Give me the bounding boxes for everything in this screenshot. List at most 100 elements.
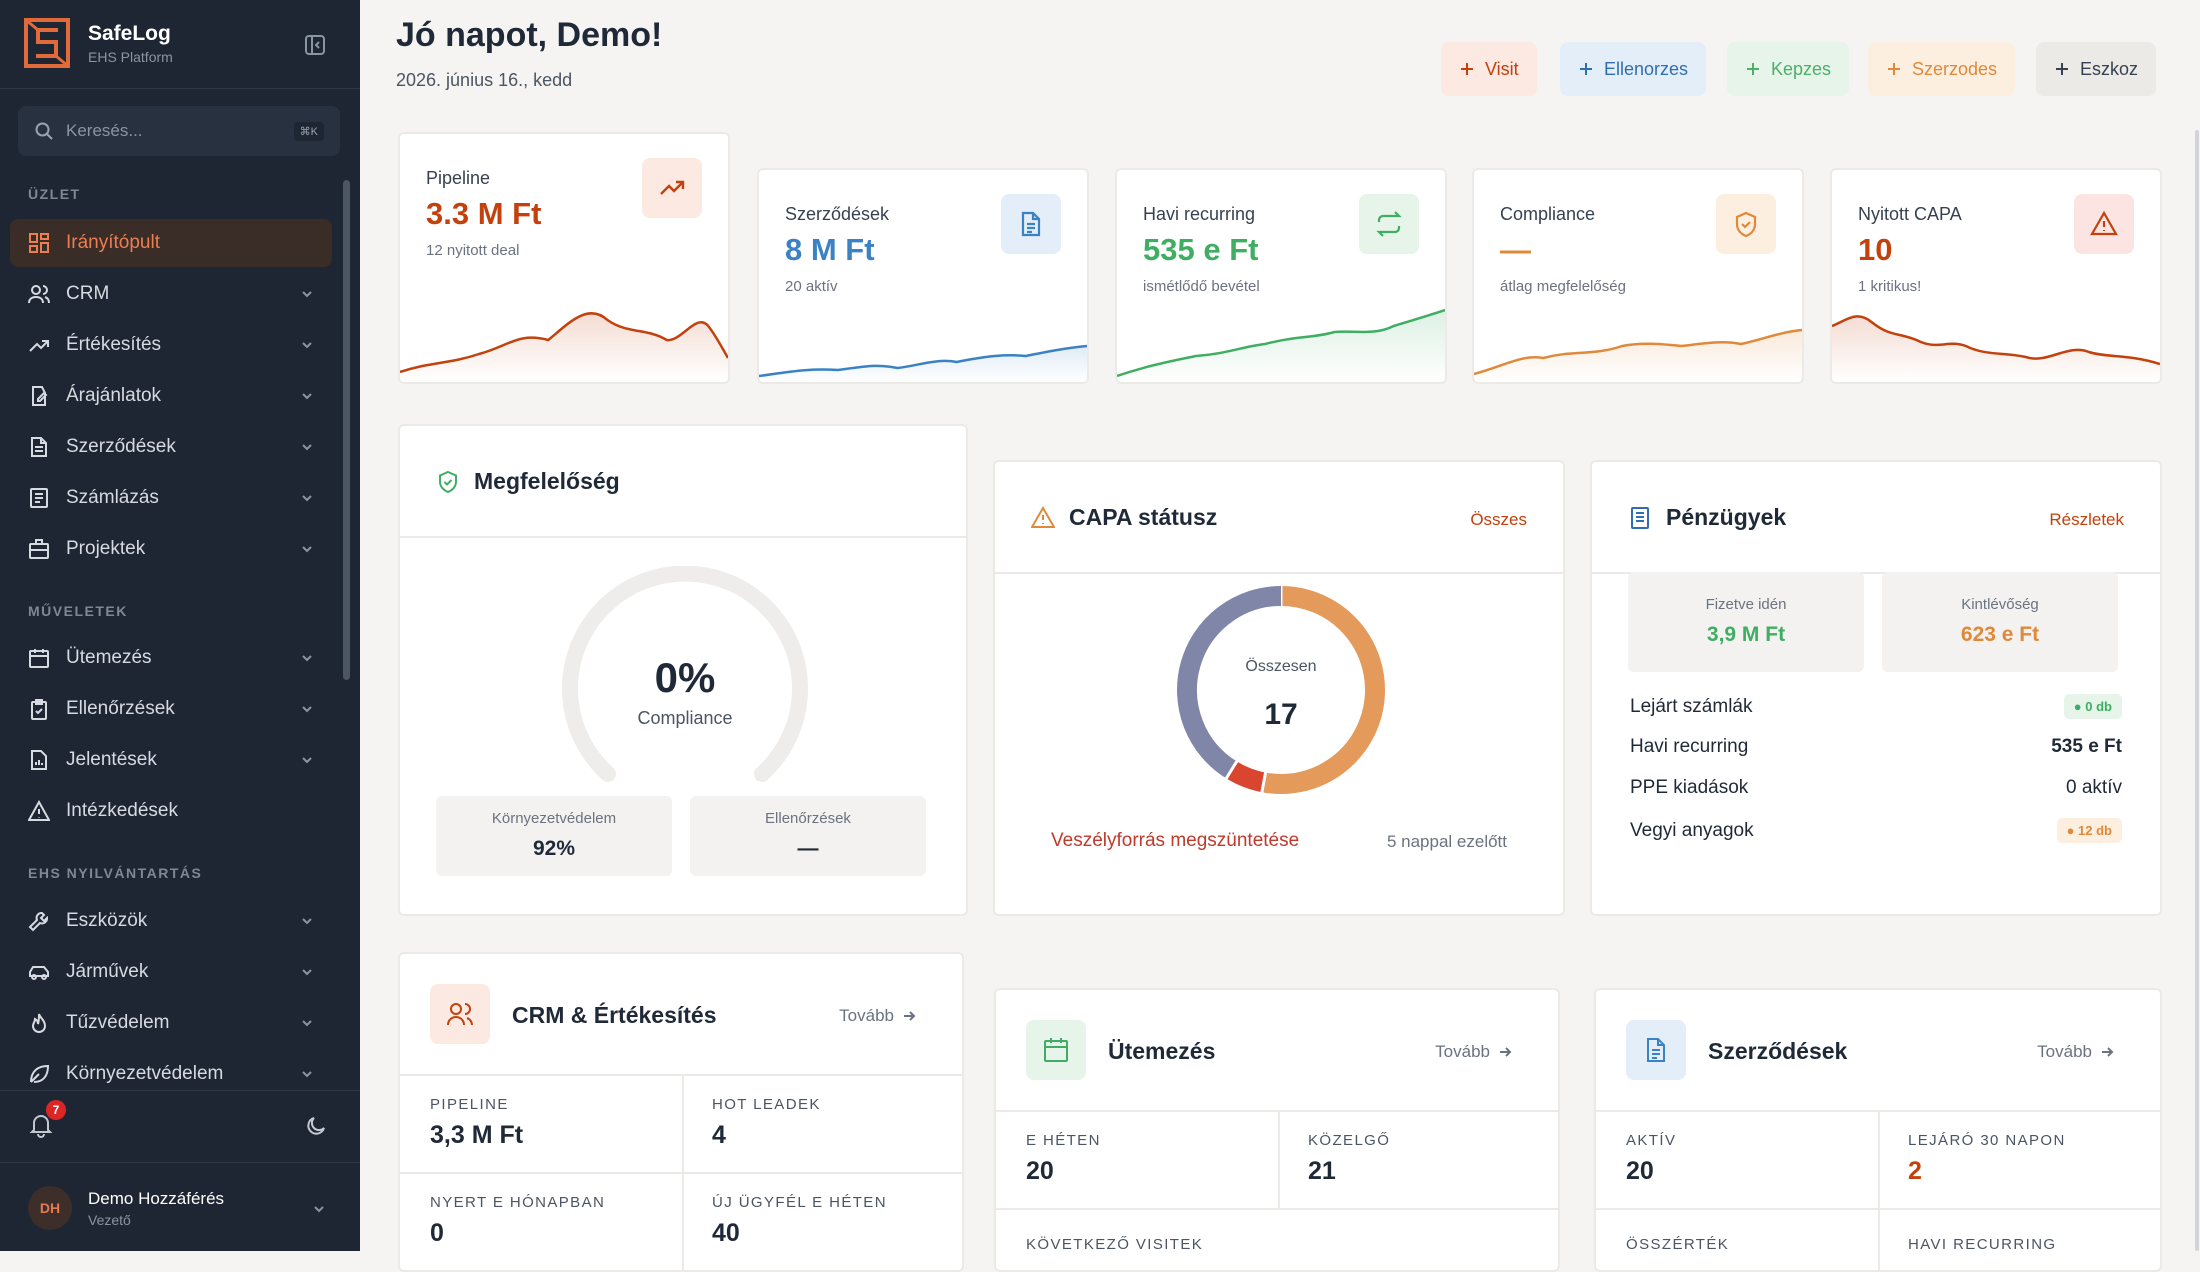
contracts-stat-total-value: ÖSSZÉRTÉK	[1626, 1236, 1729, 1253]
donut-segment-1[interactable]	[1226, 761, 1266, 793]
compliance-tile-inspections[interactable]: Ellenőrzések —	[690, 796, 926, 876]
kpi-value: 3.3 M Ft	[426, 196, 542, 231]
divider	[0, 1162, 360, 1163]
document-icon	[1021, 211, 1041, 237]
search-icon	[35, 122, 53, 140]
kpi-value: 8 M Ft	[785, 232, 875, 267]
row-label: Havi recurring	[1630, 736, 1749, 757]
link-label: Tovább	[2037, 1042, 2092, 1061]
sidebar-item-billing[interactable]: Számlázás	[10, 474, 332, 522]
kpi-card-open-capa[interactable]: Nyitott CAPA 10 1 kritikus!	[1830, 168, 2162, 384]
row-label: PPE kiadások	[1630, 777, 1749, 798]
sidebar-item-crm[interactable]: CRM	[10, 270, 332, 318]
crm-stat-new-clients: ÚJ ÜGYFÉL E HÉTEN 40	[712, 1194, 887, 1248]
safelog-logo-icon	[24, 18, 70, 68]
plus-icon	[1888, 63, 1900, 75]
kpi-value: —	[1500, 232, 1531, 267]
sidebar-item-projects[interactable]: Projektek	[10, 525, 332, 573]
brand[interactable]: SafeLog EHS Platform	[24, 18, 173, 68]
quick-add-tool-button[interactable]: Eszkoz	[2036, 42, 2157, 96]
divider	[400, 536, 966, 538]
divider	[1278, 1110, 1280, 1208]
finance-row-recurring[interactable]: Havi recurring 535 e Ft	[1630, 736, 2122, 758]
quick-add-contract-button[interactable]: Szerzodes	[1868, 42, 2016, 96]
plus-icon	[1580, 63, 1592, 75]
quick-add-training-button[interactable]: Kepzes	[1727, 42, 1850, 96]
kpi-card-compliance[interactable]: Compliance — átlag megfelelőség	[1472, 168, 1804, 384]
kpi-label: Pipeline	[426, 168, 491, 188]
finance-tile-paid[interactable]: Fizetve idén 3,9 M Ft	[1628, 572, 1864, 672]
arrow-right-icon	[1500, 1047, 1512, 1057]
dashboard-icon	[29, 233, 49, 253]
donut-segment-2[interactable]	[1177, 586, 1282, 779]
capa-latest-item[interactable]: Veszélyforrás megszüntetése	[1051, 830, 1300, 851]
user-menu[interactable]: DH Demo Hozzáférés Vezető	[28, 1186, 224, 1230]
section-label-ehs: EHS NYILVÁNTARTÁS	[28, 865, 203, 881]
users-icon	[447, 1003, 473, 1026]
kpi-card-recurring[interactable]: Havi recurring 535 e Ft ismétlődő bevéte…	[1115, 168, 1447, 384]
schedule-more-link[interactable]: Tovább	[1435, 1042, 1512, 1062]
sidebar-item-label: Ellenőrzések	[66, 698, 175, 719]
donut-segment-0[interactable]	[1261, 586, 1385, 794]
sidebar-scrollbar[interactable]	[343, 180, 350, 680]
pipeline-sparkline	[400, 312, 728, 382]
quick-add-visit-button[interactable]: Visit	[1441, 42, 1537, 96]
sidebar-item-scheduling[interactable]: Ütemezés	[10, 634, 332, 682]
crm-stat-won: NYERT E HÓNAPBAN 0	[430, 1194, 605, 1248]
row-label: Vegyi anyagok	[1630, 819, 1754, 841]
leaf-icon	[30, 1064, 50, 1083]
moon-icon[interactable]	[304, 1114, 328, 1138]
sidebar-item-reports[interactable]: Jelentések	[10, 736, 332, 784]
finance-row-chemicals[interactable]: Vegyi anyagok ● 12 db	[1630, 818, 2122, 843]
search-shortcut: ⌘K	[293, 121, 324, 141]
kpi-label: Szerződések	[785, 204, 890, 224]
contracts-more-link[interactable]: Tovább	[2037, 1042, 2114, 1062]
sidebar-item-label: Szerződések	[66, 436, 176, 457]
current-date: 2026. június 16., kedd	[396, 70, 573, 90]
sidebar-item-label: Járművek	[66, 961, 149, 982]
sidebar-item-environment[interactable]: Környezetvédelem	[10, 1050, 332, 1098]
sidebar-item-fire-protection[interactable]: Tűzvédelem	[10, 999, 332, 1047]
finance-tile-receivables[interactable]: Kintlévőség 623 e Ft	[1882, 572, 2118, 672]
main-scrollbar[interactable]	[2195, 130, 2199, 1251]
invoice-icon	[30, 488, 48, 508]
chevron-down-icon	[302, 495, 312, 502]
sidebar-item-contracts[interactable]: Szerződések	[10, 423, 332, 471]
chevron-down-icon	[302, 757, 312, 764]
capa-all-link[interactable]: Összes	[1470, 510, 1527, 529]
document-icon	[31, 437, 47, 457]
donut-separator	[1224, 759, 1239, 781]
document-icon	[1647, 1038, 1665, 1062]
sidebar-item-quotes[interactable]: Árajánlatok	[10, 372, 332, 420]
finance-row-ppe[interactable]: PPE kiadások 0 aktív	[1630, 777, 2122, 799]
alert-triangle-icon	[1031, 505, 1055, 528]
finance-row-overdue[interactable]: Lejárt számlák ● 0 db	[1630, 694, 2122, 719]
finance-details-link[interactable]: Részletek	[2049, 510, 2124, 529]
chevron-down-icon[interactable]	[312, 1202, 326, 1216]
sidebar-item-dashboard[interactable]: Irányítópult	[10, 219, 332, 267]
crm-more-link[interactable]: Tovább	[839, 1006, 916, 1026]
sidebar-item-inspections[interactable]: Ellenőrzések	[10, 685, 332, 733]
divider	[995, 572, 1563, 574]
card-title: Szerződések	[1708, 1038, 1848, 1064]
sidebar-item-actions[interactable]: Intézkedések	[10, 787, 332, 835]
divider	[996, 1110, 1558, 1112]
notification-badge: 7	[46, 1100, 66, 1120]
search-input[interactable]: Keresés... ⌘K	[18, 106, 340, 156]
compliance-tile-environment[interactable]: Környezetvédelem 92%	[436, 796, 672, 876]
sidebar-item-vehicles[interactable]: Járművek	[10, 948, 332, 996]
users-icon	[28, 285, 50, 304]
report-icon	[31, 750, 47, 770]
sidebar-item-tools[interactable]: Eszközök	[10, 897, 332, 945]
donut-total-label: Összesen	[1245, 658, 1317, 675]
quick-add-inspection-button[interactable]: Ellenorzes	[1560, 42, 1707, 96]
kpi-card-pipeline[interactable]: Pipeline 3.3 M Ft 12 nyitott deal	[398, 132, 730, 384]
flame-icon	[31, 1013, 47, 1033]
compliance-caption: Compliance	[637, 708, 733, 728]
kpi-card-contracts[interactable]: Szerződések 8 M Ft 20 aktív	[757, 168, 1089, 384]
kpi-label: Compliance	[1500, 204, 1596, 224]
sidebar-item-sales[interactable]: Értékesítés	[10, 321, 332, 369]
kpi-value: 10	[1858, 232, 1893, 267]
sidebar-collapse-icon[interactable]	[304, 34, 326, 56]
bell-icon[interactable]	[28, 1112, 54, 1138]
